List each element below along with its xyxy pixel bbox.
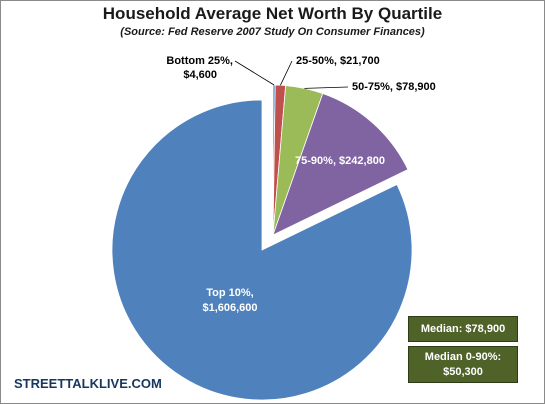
- leader-line-0: [234, 60, 275, 86]
- pie-slice-3: [272, 92, 409, 236]
- pie-slice-4: [111, 99, 413, 401]
- leader-line-1: [280, 60, 293, 86]
- brand-logo-text: STREETTALKLIVE.COM: [14, 376, 162, 391]
- median-text: Median: $78,900: [420, 323, 506, 335]
- chart-subtitle: (Source: Fed Reserve 2007 Study On Consu…: [120, 26, 425, 38]
- slice-label-0: Bottom 25%, $4,600: [166, 55, 233, 81]
- median-0-90-value: $50,300: [443, 366, 483, 378]
- median-0-90-label: Median 0-90%:: [424, 351, 502, 363]
- median-box: Median: $78,900: [408, 316, 518, 342]
- slice-label-4: Top 10%, $1,606,600: [202, 287, 257, 314]
- slice-label-2: 50-75%, $78,900: [352, 81, 436, 93]
- chart-title: Household Average Net Worth By Quartile: [102, 4, 443, 23]
- median-0-90-box: Median 0-90%: $50,300: [408, 346, 518, 383]
- slice-label-3: 75-90%, $242,800: [295, 155, 385, 167]
- slice-label-1: 25-50%, $21,700: [296, 55, 380, 67]
- leader-line-2: [304, 86, 349, 89]
